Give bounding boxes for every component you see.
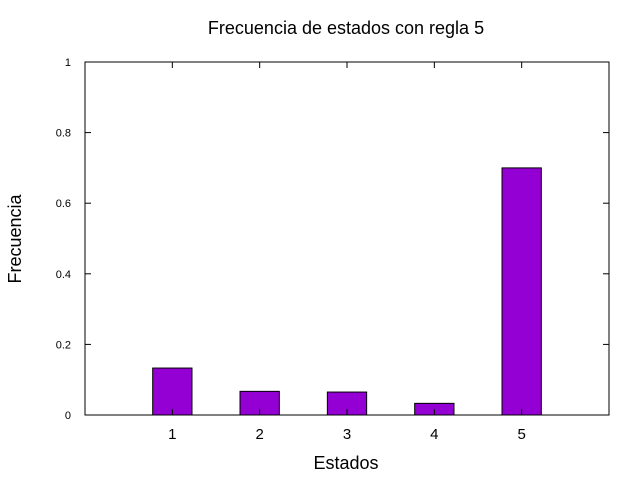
y-tick-label: 0 [65,410,71,422]
x-tick-label: 2 [255,426,263,443]
chart-title: Frecuencia de estados con regla 5 [208,18,484,38]
x-tick-label: 3 [343,426,351,443]
y-tick-label: 0.6 [56,198,71,210]
bar-5 [501,167,542,416]
x-tick-label: 4 [430,426,438,443]
x-tick-label: 5 [517,426,525,443]
bar-1 [152,367,193,416]
y-axis-label: Frecuencia [5,193,25,283]
y-tick-label: 0.2 [56,339,71,351]
y-tick-label: 0.4 [56,269,71,281]
y-tick-label: 1 [65,57,71,69]
plot-area: 0 0.2 0.4 0.6 0.8 1 1 2 3 4 5 [56,57,610,443]
y-tick-label: 0.8 [56,128,71,140]
x-axis-label: Estados [313,453,378,473]
x-tick-label: 1 [168,426,176,443]
